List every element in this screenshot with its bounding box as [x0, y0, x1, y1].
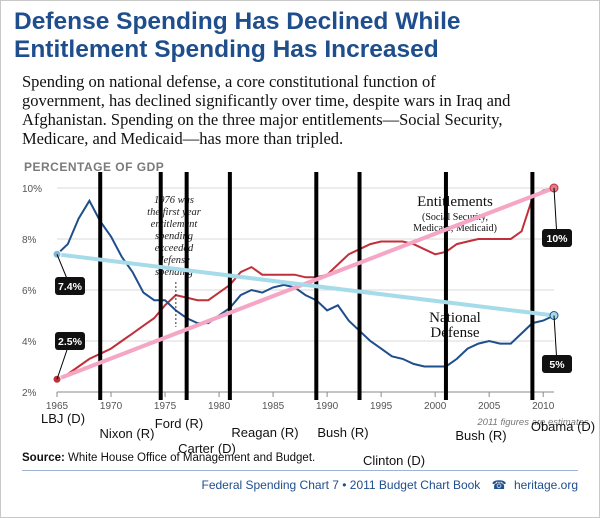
x-tick-label: 1980	[208, 401, 231, 412]
x-tick-label: 1970	[100, 401, 123, 412]
x-tick-label: 2010	[532, 401, 555, 412]
entitlements-label: (Social Security,	[422, 212, 488, 223]
defense-start-callout-text: 7.4%	[58, 281, 83, 293]
estimate-note: 2011 figures are estimates	[476, 417, 588, 428]
subtitle-line-1: Spending on national defense, a core con…	[22, 72, 436, 91]
y-axis-label: PERCENTAGE OF GDP	[24, 160, 164, 174]
annotation-text: defense	[158, 255, 190, 266]
source-label: Source:	[22, 452, 65, 464]
x-tick-label: 1995	[370, 401, 393, 412]
entitlements-start-callout-text: 2.5%	[58, 336, 83, 348]
administration-label: Nixon (R)	[100, 426, 155, 441]
administration-label: Reagan (R)	[231, 425, 298, 440]
defense-end-callout-box	[542, 355, 572, 373]
liberty-bell-icon: ☎	[491, 478, 507, 492]
footer: Federal Spending Chart 7 • 2011 Budget C…	[201, 478, 578, 492]
entitlements-label: Medicare, Medicaid)	[413, 223, 497, 234]
entitlements-label: Entitlements	[417, 194, 493, 210]
x-tick-label: 1990	[316, 401, 339, 412]
defense-start-dot	[52, 249, 62, 259]
entitlements-end-callout-text: 10%	[546, 233, 568, 245]
administration-label: LBJ (D)	[41, 411, 85, 426]
y-tick-label: 8%	[22, 235, 37, 246]
administration-label: Obama (D)	[531, 419, 595, 434]
x-tick-label: 1985	[262, 401, 285, 412]
chart-subtitle: Spending on national defense, a core con…	[22, 72, 582, 148]
source-text: White House Office of Management and Bud…	[68, 452, 316, 464]
footer-text: Federal Spending Chart 7 • 2011 Budget C…	[201, 478, 481, 492]
entitlements-end-callout-box	[542, 229, 572, 247]
subtitle-line-2: government, has declined significantly o…	[22, 91, 511, 110]
annotation-text: spending	[155, 231, 193, 242]
administration-label: Ford (R)	[155, 416, 203, 431]
defense-label: National	[429, 310, 481, 326]
annotation-text: entitlement	[151, 219, 199, 230]
administration-label: Carter (D)	[178, 441, 236, 456]
y-tick-label: 6%	[22, 286, 37, 297]
administration-label: Bush (R)	[455, 428, 506, 443]
annotation-text: 1976 was	[154, 195, 194, 206]
x-tick-label: 2005	[478, 401, 501, 412]
title-line-1: Defense Spending Has Declined While	[14, 8, 461, 35]
chart-title: Defense Spending Has Declined While Enti…	[14, 8, 584, 64]
defense-end-callout-text: 5%	[549, 359, 565, 371]
defense-label: Defense	[430, 325, 479, 341]
defense-line	[56, 198, 555, 368]
administration-label: Clinton (D)	[363, 453, 425, 468]
annotation-text: the first year	[147, 207, 202, 218]
x-tick-label: 2000	[424, 401, 447, 412]
footer-divider	[22, 470, 578, 471]
entitlements-start-callout-box	[55, 332, 85, 350]
defense-start-callout-box	[55, 277, 85, 295]
title-line-2: Entitlement Spending Has Increased	[14, 36, 439, 63]
line-chart: PERCENTAGE OF GDP 2% 4% 6% 8% 10% 1965 1970 1975…	[22, 160, 595, 468]
x-tick-label: 1965	[46, 401, 69, 412]
subtitle-line-3: Afghanistan. Spending on the three major…	[22, 110, 503, 129]
administration-label: Bush (R)	[317, 425, 368, 440]
source-note: Source: White House Office of Management…	[22, 452, 315, 464]
annotation-text: exceeded	[155, 243, 194, 254]
x-tick-label: 1975	[154, 401, 177, 412]
entitlements-line	[56, 187, 555, 381]
subtitle-line-4: Medicare, and Medicaid—has more than tri…	[22, 129, 344, 148]
y-tick-label: 4%	[22, 337, 37, 348]
annotation-text: spending	[155, 267, 193, 278]
defense-trend-line	[55, 252, 556, 318]
footer-site-link[interactable]: heritage.org	[513, 478, 578, 492]
y-tick-label: 10%	[22, 184, 42, 195]
y-tick-label: 2%	[22, 388, 37, 399]
